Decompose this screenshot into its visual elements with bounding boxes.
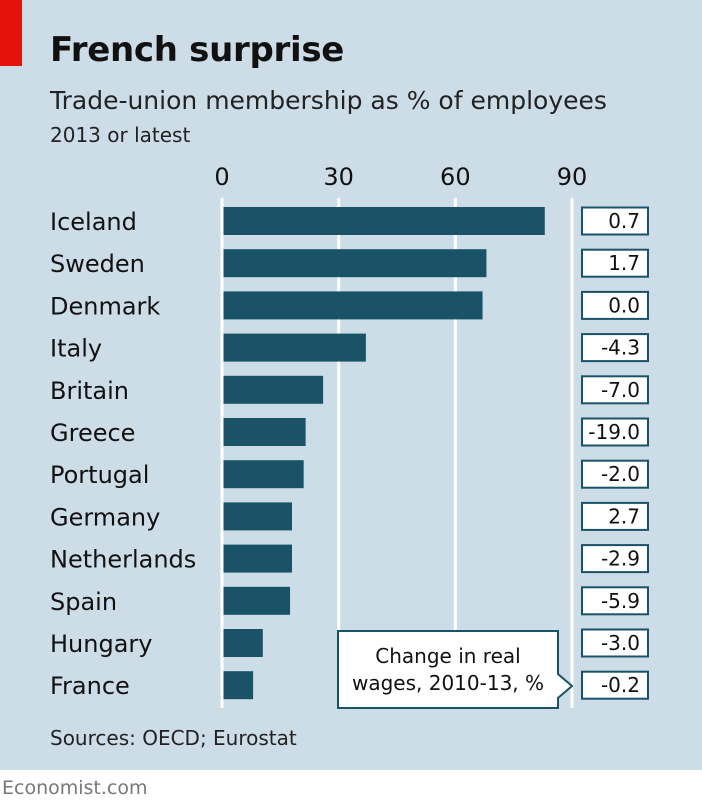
x-tick-label-0: 0: [214, 163, 229, 191]
bar-sweden: [222, 249, 487, 278]
chart-subtitle: Trade-union membership as % of employees: [50, 86, 607, 115]
x-tick-label-60: 60: [440, 163, 471, 191]
wage-box-greece: [581, 417, 649, 447]
wage-value-portugal: -2.0: [601, 462, 640, 486]
wage-box-france: [581, 670, 649, 700]
callout-line-2: wages, 2010-13, %: [352, 671, 544, 695]
bar-portugal: [222, 460, 304, 489]
wage-box-italy: [581, 333, 649, 363]
bar-hungary: [222, 629, 263, 657]
bar-greece: [222, 418, 306, 446]
site-credit: Economist.com: [2, 777, 148, 799]
wage-value-italy: -4.3: [601, 336, 640, 360]
bar-denmark: [222, 291, 483, 320]
wage-box-netherlands: [581, 544, 649, 574]
wage-box-germany: [581, 501, 649, 531]
wage-value-netherlands: -2.9: [601, 547, 640, 571]
bar-france: [222, 671, 254, 700]
wage-callout: Change in real wages, 2010-13, %: [337, 630, 574, 709]
bar-germany: [222, 502, 292, 531]
chart-note: 2013 or latest: [50, 123, 191, 147]
category-label-britain: Britain: [50, 377, 129, 405]
bar-netherlands: [222, 544, 292, 573]
bar-italy: [222, 333, 366, 362]
category-label-greece: Greece: [50, 419, 135, 447]
x-tick-label-30: 30: [323, 163, 354, 191]
bar-chart: 0 30 60 90 Iceland Sweden Denmark Italy Britain G…: [50, 163, 649, 709]
callout-line-1: Change in real: [375, 644, 520, 668]
category-label-sweden: Sweden: [50, 250, 145, 278]
wage-value-iceland: 0.7: [608, 209, 640, 233]
wage-box-portugal: [581, 459, 649, 489]
wage-value-britain: -7.0: [601, 378, 640, 402]
wage-value-germany: 2.7: [608, 504, 640, 528]
x-tick-label-90: 90: [557, 163, 588, 191]
category-label-denmark: Denmark: [50, 292, 160, 320]
category-label-portugal: Portugal: [50, 461, 149, 489]
category-label-italy: Italy: [50, 335, 102, 363]
wage-value-spain: -5.9: [601, 589, 640, 613]
category-label-germany: Germany: [50, 503, 160, 531]
wage-value-hungary: -3.0: [601, 631, 640, 655]
bar-iceland: [222, 207, 545, 235]
wage-value-sweden: 1.7: [608, 251, 640, 275]
wage-box-hungary: [581, 628, 649, 658]
callout-shape: [337, 630, 574, 709]
wage-box-denmark: [581, 290, 649, 320]
wage-box-sweden: [581, 248, 649, 278]
wage-value-denmark: 0.0: [608, 293, 640, 317]
wage-value-france: -0.2: [601, 673, 640, 697]
category-label-france: France: [50, 672, 130, 700]
wage-box-spain: [581, 586, 649, 616]
chart-title: French surprise: [50, 30, 345, 70]
category-label-spain: Spain: [50, 588, 117, 616]
category-label-hungary: Hungary: [50, 630, 152, 658]
bar-britain: [222, 375, 324, 404]
category-label-iceland: Iceland: [50, 208, 137, 236]
brand-tag: [0, 0, 22, 66]
category-label-netherlands: Netherlands: [50, 546, 196, 574]
wage-box-iceland: [581, 206, 649, 236]
wage-box-britain: [581, 375, 649, 405]
source-note: Sources: OECD; Eurostat: [50, 726, 297, 750]
bar-spain: [222, 586, 291, 615]
wage-value-greece: -19.0: [588, 420, 640, 444]
